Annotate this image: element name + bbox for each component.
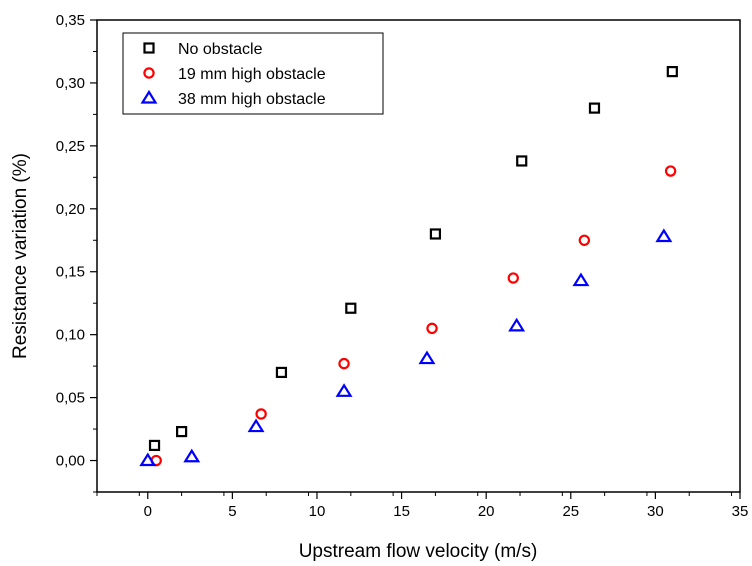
data-point-series-2 [578,234,591,246]
data-point-series-1 [666,66,678,78]
y-axis-title: Resistance variation (%) [10,153,31,359]
data-point-series-2 [507,272,519,284]
legend-label-3: 38 mm high obstacle [178,91,326,108]
plot-frame [96,19,741,493]
x-tick-label: 5 [228,503,236,520]
x-tick-label: 10 [309,503,326,520]
data-point-series-1 [176,425,188,438]
x-tick-label: 0 [144,503,152,520]
data-point-series-1 [275,366,288,379]
legend: No obstacle 19 mm high obstacle 38 mm high… [122,32,384,115]
legend-marker-2 [143,67,155,79]
x-tick-label: 35 [732,503,749,520]
data-point-series-3 [655,228,673,243]
data-point-series-3 [572,272,590,287]
y-tick-label: 0,30 [56,75,85,92]
data-point-series-2 [338,357,350,370]
data-point-series-2 [255,408,267,420]
data-point-series-1 [516,155,528,167]
data-point-series-3 [508,317,526,332]
data-point-series-1 [429,228,442,240]
data-point-series-3 [183,448,201,463]
x-tick-label: 25 [562,503,579,520]
x-axis-title: Upstream flow velocity (m/s) [299,541,538,562]
y-tick-label: 0,00 [56,453,85,470]
y-tick-label: 0,35 [56,12,85,29]
y-tick-label: 0,25 [56,138,85,155]
x-tick-label: 30 [647,503,664,520]
x-tick-label: 15 [393,503,410,520]
data-marks [139,66,678,467]
data-point-series-1 [588,102,601,114]
legend-box [122,32,384,115]
data-point-series-2 [426,322,438,335]
x-tick-label: 20 [478,503,495,520]
y-tick-label: 0,15 [56,264,85,281]
data-point-series-3 [418,350,436,365]
y-tick-label: 0,20 [56,201,85,218]
legend-marker-1 [143,42,155,54]
data-point-series-2 [664,165,677,177]
legend-label-2: 19 mm high obstacle [178,66,326,83]
data-point-series-3 [335,383,353,397]
data-point-series-3 [139,452,157,467]
legend-label-1: No obstacle [178,41,263,58]
data-point-series-1 [148,439,161,452]
data-point-series-1 [345,302,357,314]
axis-ticks: 0 5 10 15 20 25 30 35 0,00 0,05 0,10 0,15 0,20 0,25 0,… [56,12,749,520]
y-tick-label: 0,05 [56,390,85,407]
legend-marker-3 [140,89,158,104]
y-tick-label: 0,10 [56,327,85,344]
data-point-series-3 [247,418,265,433]
